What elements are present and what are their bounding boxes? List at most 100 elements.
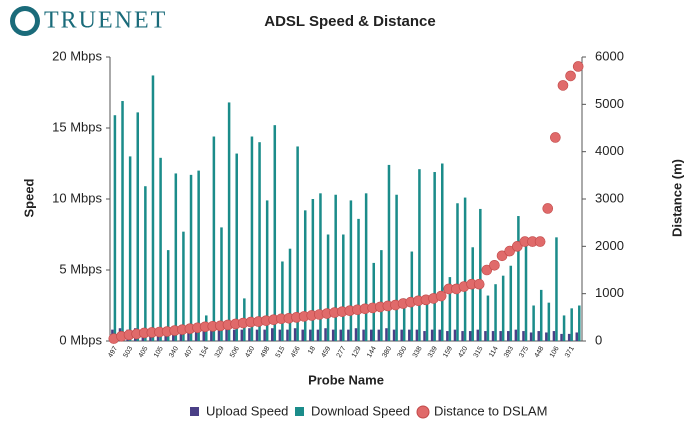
- bar: [113, 115, 117, 341]
- bar: [408, 329, 411, 341]
- bar: [187, 328, 190, 341]
- bar: [136, 112, 140, 341]
- x-tick-label: 340: [168, 345, 180, 359]
- logo-icon-inner: [15, 11, 35, 31]
- bar: [301, 329, 304, 341]
- y2-tick-label: 1000: [595, 285, 624, 300]
- bar: [362, 329, 365, 341]
- bar: [560, 333, 563, 341]
- x-tick-label: 339: [427, 345, 439, 359]
- bar: [522, 331, 525, 341]
- legend-swatch: [416, 405, 430, 419]
- legend-swatch: [295, 407, 304, 416]
- bar: [484, 331, 487, 341]
- x-tick-label: 371: [564, 345, 576, 359]
- x-tick-label: 506: [229, 345, 241, 359]
- x-tick-label: 18: [307, 345, 317, 355]
- bar: [387, 164, 391, 341]
- bar: [517, 216, 520, 341]
- bar: [430, 329, 434, 341]
- point: [572, 61, 584, 72]
- x-tick-label: 393: [503, 345, 515, 359]
- bar: [448, 277, 452, 341]
- bar: [250, 136, 254, 341]
- x-tick-label: 497: [107, 345, 119, 359]
- bar: [494, 284, 497, 341]
- bar: [567, 333, 571, 341]
- bar: [179, 329, 183, 341]
- x-tick-label: 405: [138, 345, 150, 359]
- bar: [227, 102, 231, 341]
- x-tick-label: 277: [336, 345, 348, 359]
- x-tick-label: 329: [214, 345, 226, 359]
- y2-axis-label: Distance (m): [669, 159, 684, 237]
- bar: [324, 328, 327, 341]
- x-tick-label: 105: [153, 345, 165, 359]
- x-tick-label: 375: [518, 345, 530, 359]
- bar: [471, 247, 474, 341]
- x-tick-label: 106: [549, 345, 561, 359]
- bar: [347, 329, 350, 341]
- x-tick-label: 407: [183, 345, 195, 359]
- point: [496, 250, 508, 262]
- x-tick-label: 380: [381, 345, 393, 359]
- legend-label: Distance to DSLAM: [434, 403, 547, 418]
- y2-tick-label: 5000: [595, 96, 624, 111]
- bar: [501, 275, 505, 341]
- x-tick-label: 144: [366, 345, 378, 359]
- bar: [210, 329, 213, 341]
- bar: [433, 172, 436, 341]
- bar: [159, 157, 162, 341]
- y2-tick-label: 2000: [595, 238, 624, 253]
- point: [550, 132, 561, 143]
- x-tick-label: 430: [244, 345, 256, 359]
- bar: [402, 298, 406, 341]
- bar: [189, 174, 193, 341]
- bar: [456, 203, 459, 341]
- y-axis-label: Speed: [21, 178, 36, 217]
- bar: [197, 170, 200, 341]
- bar: [182, 231, 185, 341]
- bar: [288, 248, 292, 341]
- point: [481, 264, 493, 276]
- bar: [349, 200, 353, 341]
- bar: [385, 328, 388, 341]
- bar: [281, 261, 284, 341]
- bar: [509, 265, 513, 341]
- point: [557, 80, 569, 91]
- x-tick-label: 456: [290, 345, 302, 359]
- y-tick-label: 15 Mbps: [52, 119, 102, 134]
- bar: [491, 331, 495, 341]
- bar: [369, 329, 373, 341]
- bar: [476, 329, 480, 341]
- bar: [225, 328, 228, 341]
- bar: [372, 262, 376, 341]
- chart-title: ADSL Speed & Distance: [264, 13, 435, 30]
- bar: [331, 329, 335, 341]
- bar: [377, 329, 381, 341]
- bar: [575, 332, 579, 341]
- bar: [425, 295, 429, 341]
- point: [473, 278, 485, 290]
- x-tick-label: 300: [397, 345, 409, 359]
- bar: [128, 156, 132, 341]
- y-tick-label: 20 Mbps: [52, 48, 102, 63]
- bar: [240, 329, 244, 341]
- bar: [212, 136, 216, 341]
- y2-tick-label: 4000: [595, 143, 624, 158]
- bar: [309, 329, 312, 341]
- x-tick-label: 498: [259, 345, 271, 359]
- bar: [166, 250, 170, 341]
- logo-text: TRUENET: [44, 8, 167, 34]
- bar: [547, 302, 551, 341]
- point: [542, 203, 554, 214]
- bar: [392, 329, 396, 341]
- bar: [555, 237, 558, 341]
- logo: TRUENET: [10, 6, 167, 36]
- y2-tick-label: 6000: [595, 48, 624, 63]
- x-tick-label: 420: [457, 345, 469, 359]
- x-tick-label: 159: [442, 345, 454, 359]
- x-tick-label: 114: [488, 345, 500, 358]
- legend-swatch: [190, 407, 199, 416]
